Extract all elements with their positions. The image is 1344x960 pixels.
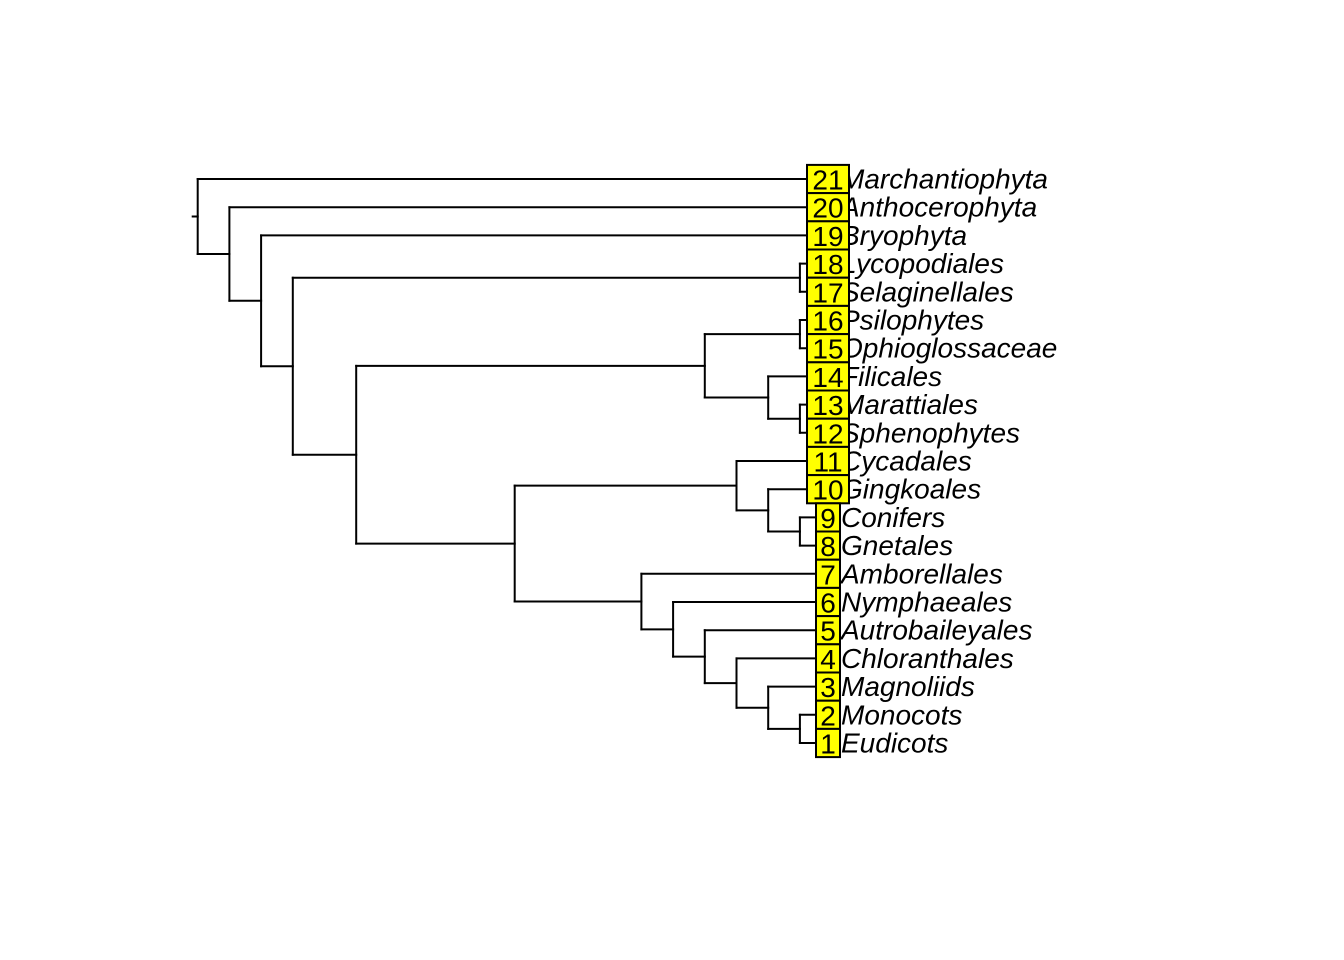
tip-label: Nymphaeales [841,587,1012,618]
tip-number-box [806,163,850,195]
tip-label: Conifers [841,502,945,533]
tip-number: 9 [820,503,836,534]
tip-number-box [815,530,841,561]
tip-number-box [806,333,850,364]
tip-label: Eudicots [841,728,948,759]
tip-number: 1 [820,729,836,760]
tip-number: 11 [813,447,842,478]
tip-number: 17 [812,277,843,308]
tip-number: 15 [812,334,843,365]
tip-number: 18 [812,249,843,280]
tip-number: 2 [820,700,836,731]
tip-label: Lycopodiales [841,248,1004,279]
tip-number: 16 [812,306,843,337]
tip-number-box [806,276,850,307]
tip-label: Monocots [841,699,962,730]
tip-number-box [806,248,850,279]
tip-number-box [806,417,850,448]
tip-number-box [815,586,841,618]
tip-number: 12 [812,418,843,449]
tip-number: 3 [820,672,836,703]
tip-label: Psilophytes [841,305,984,336]
tip-label: Bryophyta [841,220,967,251]
tip-number-box [806,220,850,251]
tip-number: 5 [820,616,836,647]
tip-label: Sphenophytes [841,417,1020,448]
tip-number-box [806,361,850,392]
branches-layer [191,178,833,744]
tip-number-box [806,304,850,336]
tip-number-box [806,389,850,420]
tip-number: 13 [812,390,843,421]
tip-number: 4 [820,644,836,675]
tip-label: Anthocerophyta [839,192,1037,223]
tip-label: Marattiales [841,389,978,420]
tip-label: Gnetales [841,530,953,561]
tip-number: 8 [820,531,836,562]
tip-label: Gingkoales [841,474,981,505]
tip-label: Ophioglossaceae [841,333,1057,364]
tip-number: 14 [812,362,843,393]
tip-number-box [815,671,841,702]
tip-label: Magnoliids [841,671,975,702]
tip-number-box [815,727,841,759]
tip-number: 7 [820,559,836,590]
tip-label: Autrobaileyales [839,615,1032,646]
tip-number: 19 [812,221,843,252]
tip-label: Cycadales [841,446,972,477]
tip-label: Amborellales [839,558,1003,589]
tip-labels-layer: MarchantiophytaAnthocerophytaBryophytaLy… [839,164,1057,759]
tip-number: 21 [812,165,843,196]
tip-label: Chloranthales [841,643,1014,674]
tip-label: Filicales [841,361,942,392]
tip-number-box [815,615,841,646]
tip-number: 20 [812,193,843,224]
tip-number: 10 [812,475,843,506]
tip-label: Selaginellales [841,276,1014,307]
tip-label: Marchantiophyta [841,164,1048,195]
tip-number: 6 [820,588,836,619]
